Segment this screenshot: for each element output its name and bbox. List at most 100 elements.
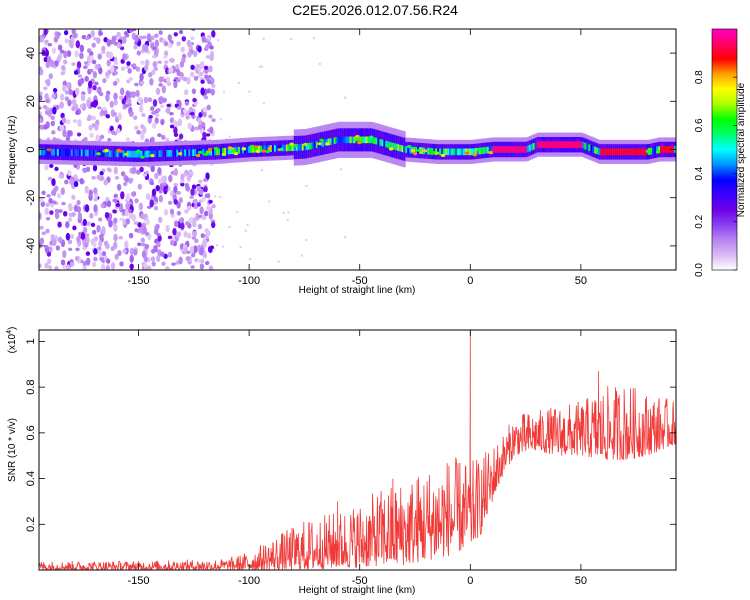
noise-cell [164,60,169,64]
noise-cell [244,229,247,232]
noise-cell [104,212,110,219]
noise-cell [147,97,153,103]
noise-cell [68,212,73,217]
track-cell [618,148,621,156]
noise-cell [150,165,155,173]
noise-cell [249,258,252,260]
track-cell [582,141,585,149]
noise-cell [101,50,106,54]
track-cell [391,142,394,150]
track-cell [538,141,541,148]
noise-cell [190,64,195,70]
noise-cell [173,182,178,187]
noise-cell [214,195,217,198]
noise-cell [93,204,98,213]
noise-cell [340,168,343,171]
noise-cell [68,89,74,96]
track-cell [405,146,408,153]
track-cell [624,148,627,156]
track-cell [228,147,231,155]
noise-cell [54,265,59,270]
track-cell [484,146,488,154]
noise-cell [92,164,98,172]
noise-cell [173,80,178,89]
track-cell [329,138,332,145]
noise-cell [176,106,182,110]
track-cell [480,147,484,155]
noise-cell [163,209,169,216]
noise-cell [156,108,161,112]
track-cell [216,148,219,156]
noise-cell [61,65,66,71]
track-cell [182,149,185,157]
track-cell [445,148,448,156]
noise-cell [134,198,139,204]
track-cell [231,149,237,153]
noise-cell [151,122,157,129]
track-cell [388,147,394,151]
noise-cell [93,256,98,262]
track-cell [345,136,348,144]
noise-cell [39,124,44,130]
colorbar-tick-label: 0.6 [694,118,705,132]
track-cell [383,140,386,147]
track-cell [473,148,476,155]
track-cell [252,146,255,153]
track-cell [658,146,661,153]
noise-cell [166,103,171,108]
noise-cell [50,120,55,127]
noise-cell [160,251,165,257]
noise-cell [116,183,122,191]
noise-cell [158,76,163,83]
track-cell [212,148,215,156]
noise-cell [64,89,70,95]
noise-cell [133,248,138,256]
noise-cell [106,39,112,47]
track-cell [197,150,203,154]
noise-cell [128,177,133,184]
noise-cell [153,244,158,252]
track-cell [476,147,482,152]
track-cell [459,148,462,156]
noise-cell [50,115,55,121]
noise-cell [192,230,197,238]
noise-cell [195,64,200,69]
track-cell [156,150,159,158]
noise-cell [142,35,147,40]
noise-cell [161,85,166,94]
noise-cell [113,60,119,66]
track-cell [588,144,591,152]
noise-cell [158,96,163,103]
track-cell [488,146,492,154]
noise-cell [174,220,179,228]
noise-cell [87,48,92,54]
noise-cell [84,242,89,248]
track-cell [47,148,50,156]
noise-cell [173,132,179,138]
noise-cell [129,263,134,270]
track-cell [516,146,520,153]
track-cell [192,149,195,156]
track-cell [536,141,540,148]
noise-cell [152,61,157,68]
noise-cell [175,64,180,70]
noise-cell [92,85,97,91]
noise-cell [91,123,96,128]
noise-cell [124,175,130,183]
noise-cell [158,194,164,203]
noise-cell [176,41,181,47]
noise-cell [129,247,134,255]
noise-cell [134,82,139,87]
noise-cell [190,111,195,116]
noise-cell [60,112,65,119]
noise-cell [140,213,145,220]
noise-cell [54,208,60,214]
noise-cell [131,191,136,197]
track-cell [598,148,601,156]
noise-cell [48,246,53,254]
track-cell [548,141,551,148]
track-cell [365,136,368,144]
noise-cell [49,107,54,115]
track-cell [311,142,315,149]
noise-cell [44,164,49,171]
